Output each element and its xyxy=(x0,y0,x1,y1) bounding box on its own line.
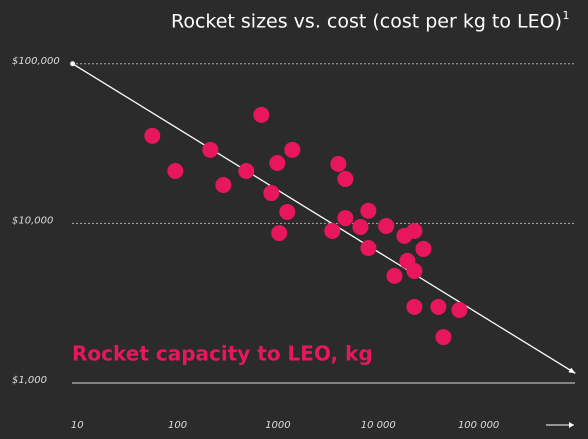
scatter-point xyxy=(167,162,184,179)
axis-arrow xyxy=(546,422,574,428)
y-tick-label: $1,000 xyxy=(12,375,47,386)
scatter-point xyxy=(415,240,432,257)
scatter-point xyxy=(284,141,301,158)
trend-line xyxy=(72,63,576,374)
x-tick-label: 100 xyxy=(168,420,187,431)
y-tick-label: $100,000 xyxy=(12,56,60,67)
scatter-point xyxy=(215,177,232,194)
x-tick-label: 10 000 xyxy=(361,420,396,431)
scatter-point xyxy=(202,141,219,158)
title-footnote: 1 xyxy=(563,9,570,22)
scatter-point xyxy=(386,267,403,284)
x-tick-label: 100 000 xyxy=(458,420,499,431)
x-tick-label: 1000 xyxy=(265,420,290,431)
trend-start-dot xyxy=(70,61,76,67)
series xyxy=(144,106,468,346)
arrow-head xyxy=(569,422,574,428)
trend-arrowhead xyxy=(568,367,576,374)
scatter-point xyxy=(337,170,354,187)
x-tick-label: 10 xyxy=(71,420,84,431)
scatter-point xyxy=(451,301,468,318)
scatter-point xyxy=(253,106,270,123)
chart-title: Rocket sizes vs. cost (cost per kg to LE… xyxy=(171,11,562,33)
scatter-point xyxy=(360,202,377,219)
scatter-point xyxy=(330,155,347,172)
x-axis-label: Rocket capacity to LEO, kg xyxy=(72,342,373,366)
scatter-point xyxy=(378,218,395,235)
scatter-point xyxy=(406,298,423,315)
scatter-point xyxy=(352,218,369,235)
scatter-point xyxy=(360,240,377,257)
y-tick-label: $10,000 xyxy=(12,215,53,226)
scatter-point xyxy=(406,222,423,239)
scatter-point xyxy=(430,298,447,315)
scatter-point xyxy=(271,225,288,242)
scatter-point xyxy=(144,127,161,144)
scatter-point xyxy=(263,185,280,202)
scatter-point xyxy=(324,222,341,239)
scatter-point xyxy=(269,155,286,172)
scatter-point xyxy=(435,329,452,346)
scatter-point xyxy=(406,262,423,279)
scatter-point xyxy=(238,162,255,179)
scatter-point xyxy=(337,210,354,227)
scatter-point xyxy=(279,203,296,220)
